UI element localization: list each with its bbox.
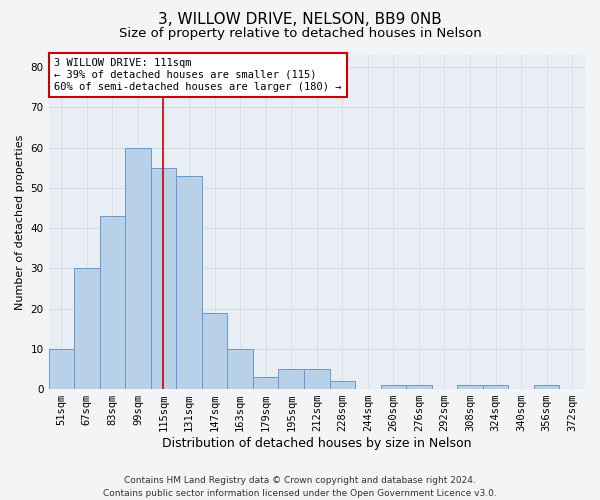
Bar bbox=[406, 385, 432, 389]
Bar bbox=[151, 168, 176, 389]
X-axis label: Distribution of detached houses by size in Nelson: Distribution of detached houses by size … bbox=[162, 437, 472, 450]
Text: 3 WILLOW DRIVE: 111sqm
← 39% of detached houses are smaller (115)
60% of semi-de: 3 WILLOW DRIVE: 111sqm ← 39% of detached… bbox=[54, 58, 341, 92]
Text: Size of property relative to detached houses in Nelson: Size of property relative to detached ho… bbox=[119, 28, 481, 40]
Bar bbox=[202, 312, 227, 389]
Bar bbox=[125, 148, 151, 389]
Bar bbox=[49, 349, 74, 389]
Bar bbox=[380, 385, 406, 389]
Bar bbox=[304, 369, 329, 389]
Bar bbox=[100, 216, 125, 389]
Bar bbox=[457, 385, 483, 389]
Bar bbox=[329, 381, 355, 389]
Bar bbox=[227, 349, 253, 389]
Bar bbox=[253, 377, 278, 389]
Text: Contains HM Land Registry data © Crown copyright and database right 2024.
Contai: Contains HM Land Registry data © Crown c… bbox=[103, 476, 497, 498]
Bar bbox=[176, 176, 202, 389]
Bar bbox=[278, 369, 304, 389]
Y-axis label: Number of detached properties: Number of detached properties bbox=[15, 134, 25, 310]
Bar bbox=[534, 385, 559, 389]
Bar bbox=[483, 385, 508, 389]
Text: 3, WILLOW DRIVE, NELSON, BB9 0NB: 3, WILLOW DRIVE, NELSON, BB9 0NB bbox=[158, 12, 442, 28]
Bar bbox=[74, 268, 100, 389]
